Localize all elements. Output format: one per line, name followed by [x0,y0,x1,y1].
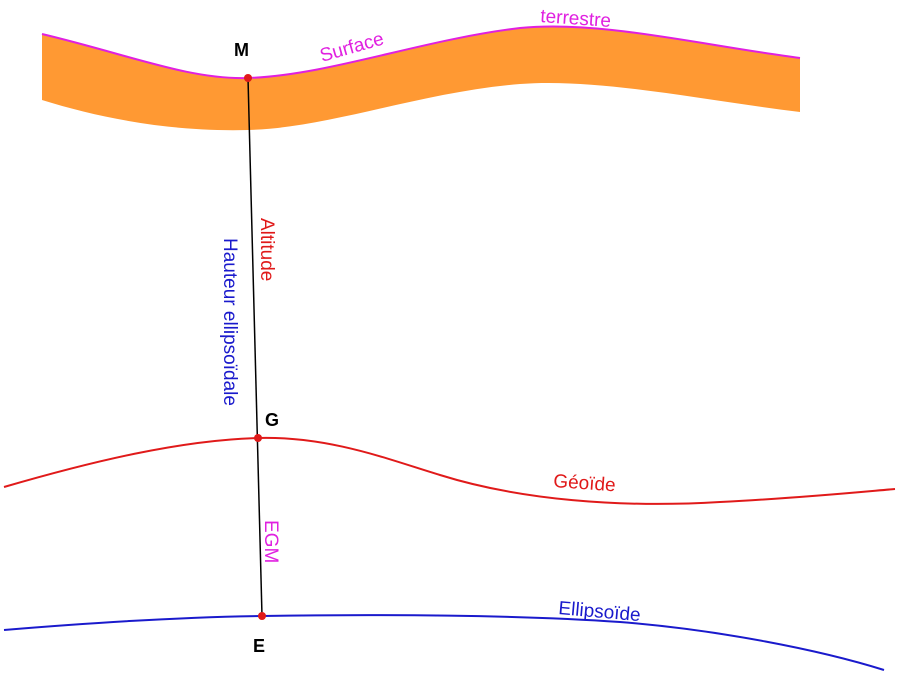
ellipsoid-curve [3,614,885,671]
geoide-label: Géoïde [553,471,617,496]
point-g-label: G [265,410,279,430]
geoid-curve [3,436,896,505]
hauteur-ellipsoidale-label: Hauteur ellipsoïdale [219,238,240,406]
terrestre-label: terrestre [540,6,612,32]
point-e-label: E [253,636,265,656]
point-m-marker [244,74,252,82]
egm-label: EGM [260,520,281,563]
ellipsoide-label: Ellipsoïde [558,598,642,626]
vertical-line [247,77,263,617]
point-g-marker [254,434,262,442]
altitude-label: Altitude [256,218,277,281]
surface-line [41,25,801,80]
point-m-label: M [234,40,249,60]
terrain-band [42,26,800,131]
point-e-marker [258,612,266,620]
